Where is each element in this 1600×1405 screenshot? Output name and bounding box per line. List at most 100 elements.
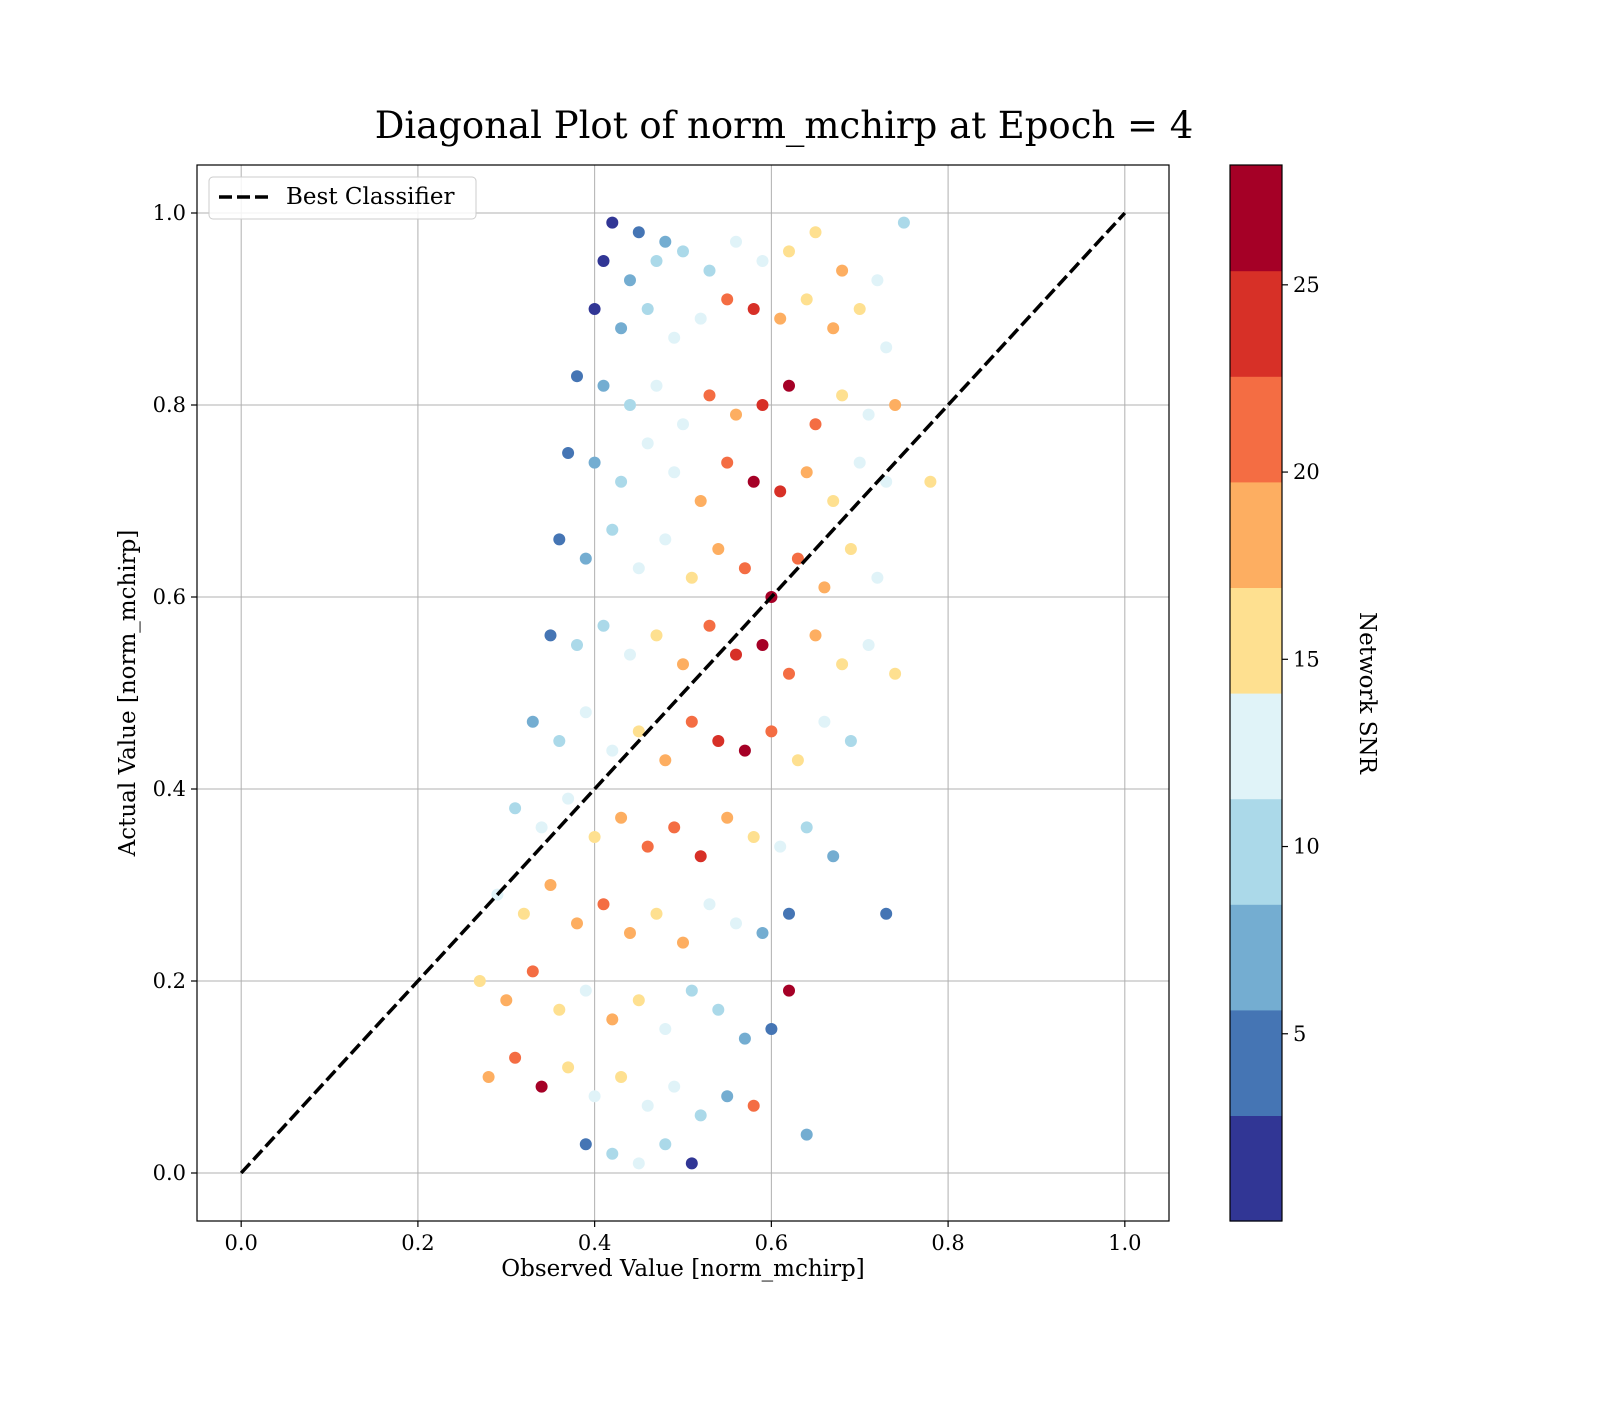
x-tick-label-4: 0.8	[931, 1231, 964, 1255]
scatter-point-142	[606, 1147, 619, 1160]
scatter-point-68	[597, 619, 610, 632]
scatter-point-148	[924, 475, 937, 488]
scatter-point-41	[588, 456, 601, 469]
scatter-point-49	[800, 466, 813, 479]
colorbar-segment-5	[1230, 587, 1282, 694]
y-tick-label-5: 1.0	[153, 201, 186, 225]
scatter-point-44	[668, 466, 681, 479]
scatter-point-115	[730, 917, 742, 930]
scatter-point-29	[624, 399, 636, 411]
reference-line-layer	[239, 211, 1127, 1175]
scatter-point-146	[783, 984, 795, 997]
scatter-point-51	[853, 456, 866, 469]
scatter-point-88	[738, 744, 751, 757]
scatter-point-73	[730, 648, 742, 661]
scatter-point-117	[783, 907, 795, 920]
scatter-point-79	[889, 667, 902, 680]
y-axis-label: Actual Value [norm_mchirp]	[115, 530, 141, 858]
scatter-point-31	[677, 418, 689, 431]
grid	[197, 165, 1169, 1221]
scatter-point-42	[615, 475, 628, 488]
y-tick-label-3: 0.6	[153, 585, 186, 609]
scatter-point-114	[703, 898, 716, 911]
scatter-point-53	[553, 533, 566, 546]
scatter-point-130	[482, 1071, 495, 1083]
scatter-point-113	[677, 936, 689, 949]
scatter-point-66	[544, 629, 557, 642]
scatter-point-81	[553, 735, 566, 747]
scatter-point-35	[783, 379, 795, 392]
scatter-point-141	[579, 1138, 592, 1151]
colorbar-tick-label-0: 5	[1293, 1022, 1306, 1046]
scatter-point-111	[624, 927, 636, 939]
scatter-point-21	[747, 303, 760, 315]
x-axis-label: Observed Value [norm_mchirp]	[501, 1256, 864, 1282]
scatter-point-122	[579, 984, 592, 997]
scatter-point-62	[791, 552, 804, 565]
scatter-point-2	[659, 235, 672, 248]
scatter-point-75	[783, 667, 795, 680]
scatter-point-4	[624, 274, 636, 287]
scatter-point-59	[712, 543, 725, 555]
colorbar-tick-label-1: 10	[1293, 835, 1320, 859]
scatter-point-23	[800, 293, 813, 306]
scatter-point-123	[606, 1013, 619, 1026]
scatter-point-132	[535, 1080, 548, 1093]
best-classifier-line	[239, 211, 1127, 1175]
scatter-point-30	[650, 379, 663, 392]
colorbar-segment-2	[1230, 904, 1282, 1011]
scatter-point-126	[685, 984, 698, 997]
colorbar-tick-label-3: 20	[1293, 460, 1320, 484]
scatter-point-137	[668, 1080, 681, 1093]
scatter-point-112	[650, 907, 663, 920]
scatter-point-1	[632, 226, 645, 239]
scatter-point-58	[685, 571, 698, 584]
scatter-point-125	[659, 1023, 672, 1035]
scatter-point-133	[562, 1061, 575, 1074]
colorbar-frame	[1229, 164, 1283, 1222]
scatter-point-87	[712, 735, 725, 747]
colorbar-segment-0	[1230, 1115, 1282, 1222]
scatter-point-11	[809, 226, 822, 239]
scatter-point-15	[588, 303, 601, 315]
scatter-point-144	[659, 1138, 672, 1151]
scatter-point-80	[526, 715, 539, 728]
scatter-point-6	[677, 245, 689, 258]
legend-box	[208, 176, 477, 220]
scatter-point-91	[818, 715, 831, 728]
scatter-point-97	[615, 811, 628, 824]
scatter-point-102	[747, 831, 760, 843]
chart-title: Diagonal Plot of norm_mchirp at Epoch = …	[375, 104, 1194, 148]
scatter-point-92	[844, 735, 857, 747]
plot-frame	[196, 164, 1170, 1222]
scatter-point-48	[774, 485, 787, 498]
scatter-point-74	[756, 639, 769, 651]
scatter-point-65	[871, 571, 884, 584]
scatter-point-13	[871, 274, 884, 287]
scatter-point-128	[738, 1032, 751, 1045]
scatter-point-96	[588, 831, 601, 843]
y-tick-label-1: 0.2	[153, 969, 186, 993]
scatter-point-12	[836, 264, 849, 277]
scatter-point-85	[659, 754, 672, 767]
scatter-point-143	[632, 1157, 645, 1170]
scatter-point-116	[756, 927, 769, 939]
x-tick-label-1: 0.2	[401, 1231, 434, 1255]
scatter-point-131	[509, 1051, 522, 1064]
scatter-point-147	[800, 1128, 813, 1141]
scatter-point-54	[579, 552, 592, 565]
scatter-points	[473, 216, 937, 1170]
scatter-point-24	[827, 322, 840, 335]
colorbar-segment-1	[1230, 1009, 1282, 1116]
scatter-point-139	[721, 1090, 734, 1103]
y-axis-ticks: 0.0 0.2 0.4 0.6 0.8 1.0	[153, 201, 197, 1185]
scatter-point-118	[473, 975, 486, 987]
scatter-point-109	[571, 917, 583, 930]
scatter-point-90	[791, 754, 804, 767]
scatter-point-119	[500, 994, 513, 1007]
scatter-point-134	[588, 1090, 601, 1103]
scatter-point-3	[597, 255, 610, 267]
scatter-point-78	[862, 639, 875, 651]
